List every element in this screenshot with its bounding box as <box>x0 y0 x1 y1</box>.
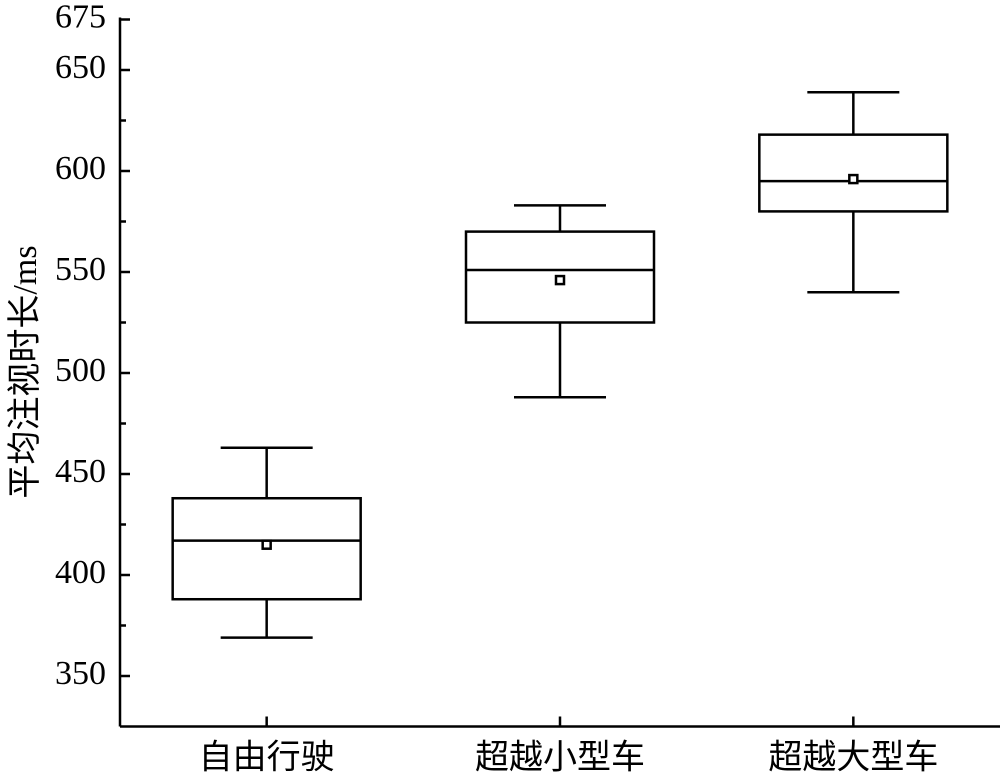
box <box>464 230 656 324</box>
mean-marker <box>261 539 272 550</box>
y-tick-label: 600 <box>55 150 106 187</box>
x-tick-label: 超越小型车 <box>475 738 645 776</box>
y-tick-label: 500 <box>55 352 106 389</box>
box <box>171 496 362 601</box>
y-tick-label: 350 <box>55 655 106 692</box>
y-axis-label: 平均注视时长/ms <box>6 245 44 498</box>
y-tick-label: 650 <box>55 49 106 86</box>
y-tick-label: 675 <box>55 0 106 35</box>
y-tick-label: 450 <box>55 453 106 490</box>
y-tick-label: 400 <box>55 554 106 591</box>
x-tick-label: 超越大型车 <box>768 738 938 776</box>
mean-marker <box>554 274 566 286</box>
y-tick-label: 550 <box>55 251 106 288</box>
box <box>758 133 949 213</box>
mean-marker <box>848 173 859 185</box>
x-tick-label: 自由行驶 <box>199 738 335 776</box>
